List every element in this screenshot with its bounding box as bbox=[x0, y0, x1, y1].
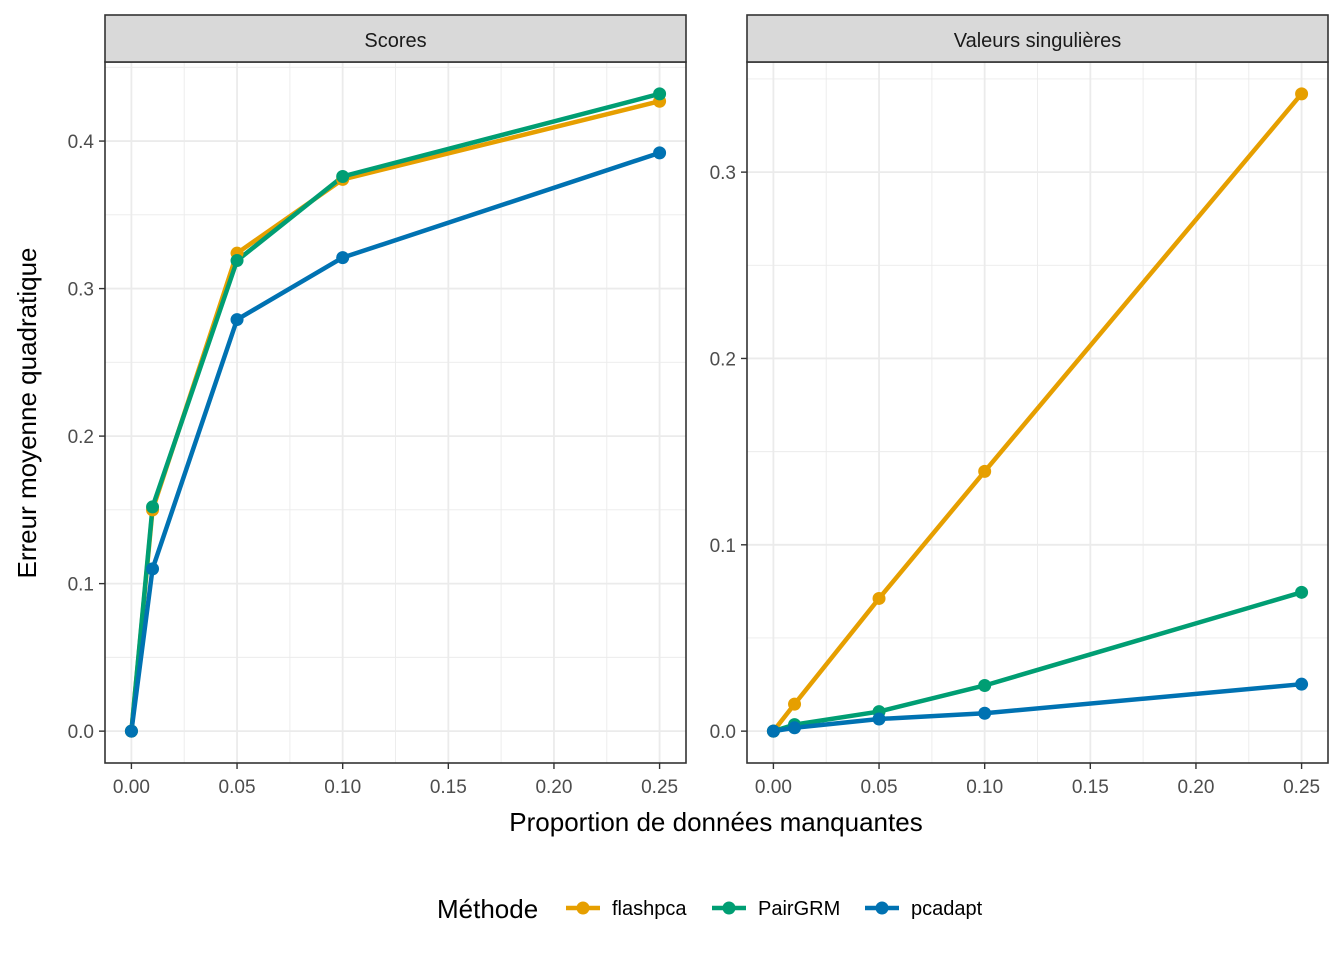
data-point-pairgrm bbox=[1295, 585, 1309, 599]
y-axis-title: Erreur moyenne quadratique bbox=[12, 248, 42, 579]
facet-title: Valeurs singulières bbox=[954, 30, 1122, 52]
data-point-pcadapt bbox=[336, 251, 350, 265]
y-tick-label: 0.2 bbox=[68, 427, 94, 448]
legend-label-flashpca: flashpca bbox=[612, 898, 687, 920]
y-tick-label: 0.0 bbox=[68, 722, 94, 743]
facet-title: Scores bbox=[364, 30, 426, 52]
y-tick-label: 0.1 bbox=[710, 536, 736, 557]
data-point-pcadapt bbox=[788, 721, 802, 735]
data-point-flashpca bbox=[872, 591, 886, 605]
x-tick-label: 0.15 bbox=[430, 777, 467, 798]
data-point-pcadapt bbox=[978, 706, 992, 720]
x-tick-label: 0.00 bbox=[755, 777, 792, 798]
facet-scores: Scores 0.00 0.05 0.10 0.15 0.20 0.25 0.0 0.1 0.2 0… bbox=[68, 14, 687, 798]
x-tick-label: 0.20 bbox=[1177, 777, 1214, 798]
facet-strip bbox=[104, 14, 687, 63]
y-tick-label: 0.1 bbox=[68, 575, 94, 596]
legend-title: Méthode bbox=[437, 894, 538, 924]
facet-strip bbox=[746, 14, 1329, 63]
data-point-pcadapt bbox=[230, 313, 244, 327]
data-point-pcadapt bbox=[653, 146, 667, 160]
x-tick-label: 0.05 bbox=[219, 777, 256, 798]
data-point-flashpca bbox=[788, 697, 802, 711]
legend-label-pcadapt: pcadapt bbox=[911, 898, 983, 920]
data-point-pairgrm bbox=[230, 254, 244, 268]
y-tick-label: 0.4 bbox=[68, 132, 95, 153]
x-tick-label: 0.10 bbox=[966, 777, 1003, 798]
legend: Méthode flashpca PairGRM pcadapt bbox=[437, 894, 983, 924]
legend-key-point-flashpca bbox=[576, 901, 590, 915]
y-tick-label: 0.0 bbox=[710, 722, 736, 743]
facet-valeurs-singulieres: Valeurs singulières 0.00 0.05 0.10 0.15 0.20 0… bbox=[710, 14, 1329, 798]
x-tick-label: 0.15 bbox=[1072, 777, 1109, 798]
data-point-pcadapt bbox=[766, 724, 780, 738]
y-tick-label: 0.2 bbox=[710, 349, 736, 370]
x-tick-label: 0.00 bbox=[113, 777, 150, 798]
x-tick-label: 0.10 bbox=[324, 777, 361, 798]
data-point-flashpca bbox=[1295, 87, 1309, 101]
data-point-flashpca bbox=[978, 464, 992, 478]
legend-key-point-pcadapt bbox=[875, 901, 889, 915]
x-tick-label: 0.05 bbox=[861, 777, 898, 798]
y-tick-label: 0.3 bbox=[710, 163, 736, 184]
legend-key-point-pairgrm bbox=[722, 901, 736, 915]
data-point-pcadapt bbox=[124, 724, 138, 738]
y-tick-label: 0.3 bbox=[68, 280, 94, 301]
x-tick-label: 0.25 bbox=[641, 777, 678, 798]
data-point-pcadapt bbox=[872, 712, 886, 726]
data-point-pairgrm bbox=[336, 169, 350, 183]
x-axis-title: Proportion de données manquantes bbox=[509, 807, 922, 837]
legend-label-pairgrm: PairGRM bbox=[758, 898, 840, 920]
x-tick-label: 0.20 bbox=[535, 777, 572, 798]
x-tick-label: 0.25 bbox=[1283, 777, 1320, 798]
data-point-pairgrm bbox=[146, 500, 160, 514]
data-point-pairgrm bbox=[978, 678, 992, 692]
data-point-pcadapt bbox=[146, 562, 160, 576]
data-point-pcadapt bbox=[1295, 677, 1309, 691]
data-point-pairgrm bbox=[653, 87, 667, 101]
